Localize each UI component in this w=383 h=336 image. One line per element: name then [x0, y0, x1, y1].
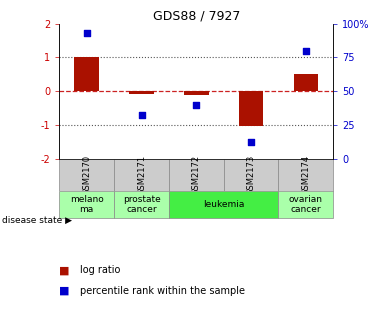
Bar [224, 159, 278, 191]
Bar [169, 191, 278, 218]
Bar [278, 191, 333, 218]
Text: ■: ■ [59, 286, 70, 296]
Text: ■: ■ [59, 265, 70, 276]
Point [303, 48, 309, 53]
Bar [184, 91, 209, 95]
Bar [114, 191, 169, 218]
Text: GSM2170: GSM2170 [82, 155, 91, 195]
Bar [59, 191, 114, 218]
Point [83, 30, 90, 36]
Text: disease state ▶: disease state ▶ [2, 216, 72, 224]
Point [193, 102, 199, 107]
Text: melano
ma: melano ma [70, 195, 104, 214]
Bar [239, 91, 264, 126]
Text: GSM2174: GSM2174 [301, 155, 310, 195]
Bar [74, 57, 99, 91]
Bar [59, 159, 114, 191]
Point [139, 113, 145, 118]
Text: leukemia: leukemia [203, 200, 244, 209]
Text: GSM2171: GSM2171 [137, 155, 146, 195]
Text: GSM2172: GSM2172 [192, 155, 201, 195]
Bar [129, 91, 154, 94]
Text: GSM2173: GSM2173 [247, 155, 255, 195]
Point [248, 140, 254, 145]
Text: log ratio: log ratio [80, 265, 121, 276]
Title: GDS88 / 7927: GDS88 / 7927 [152, 9, 240, 23]
Bar [169, 159, 224, 191]
Text: percentile rank within the sample: percentile rank within the sample [80, 286, 246, 296]
Text: ovarian
cancer: ovarian cancer [289, 195, 323, 214]
Bar [293, 74, 318, 91]
Bar [278, 159, 333, 191]
Text: prostate
cancer: prostate cancer [123, 195, 160, 214]
Bar [114, 159, 169, 191]
